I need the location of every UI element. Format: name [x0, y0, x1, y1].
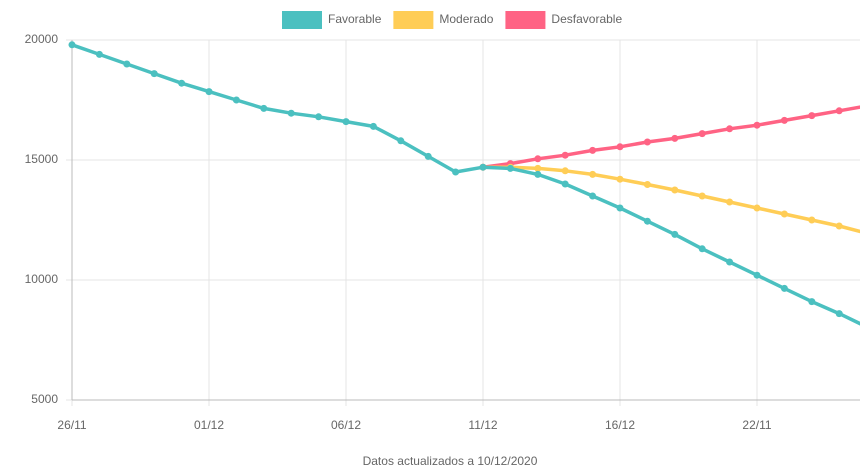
- data-point: [589, 192, 597, 200]
- data-point: [671, 186, 679, 194]
- data-point: [643, 180, 651, 188]
- data-point: [698, 245, 706, 253]
- data-point: [68, 41, 76, 49]
- y-tick-label: 5000: [31, 392, 58, 406]
- data-point: [753, 204, 761, 212]
- data-point: [835, 310, 843, 318]
- data-point: [643, 217, 651, 225]
- data-point: [561, 167, 569, 175]
- data-point: [698, 192, 706, 200]
- data-point: [452, 168, 460, 176]
- data-point: [643, 138, 651, 146]
- data-point: [589, 170, 597, 178]
- data-point: [780, 284, 788, 292]
- data-point: [150, 70, 158, 78]
- data-point: [397, 137, 405, 145]
- x-tick-label: 26/11: [57, 418, 86, 432]
- data-point: [671, 134, 679, 142]
- data-point: [726, 258, 734, 266]
- data-point: [479, 163, 487, 171]
- data-point: [287, 109, 295, 117]
- data-point: [205, 88, 213, 96]
- series-line: [71, 43, 860, 326]
- data-point: [808, 112, 816, 120]
- data-point: [726, 125, 734, 133]
- legend-label: Desfavorable: [551, 12, 622, 26]
- data-point: [369, 122, 377, 130]
- data-point: [726, 198, 734, 206]
- data-point: [424, 152, 432, 160]
- data-point: [123, 60, 131, 68]
- data-point: [342, 118, 350, 126]
- x-tick-label: 11/12: [468, 418, 497, 432]
- data-point: [561, 180, 569, 188]
- data-point: [835, 107, 843, 115]
- data-point: [616, 143, 624, 151]
- x-tick-label: 01/12: [194, 418, 224, 432]
- data-point: [753, 271, 761, 279]
- data-point: [616, 204, 624, 212]
- legend-swatch: [282, 11, 322, 29]
- data-point: [589, 146, 597, 154]
- data-point: [780, 210, 788, 218]
- legend-label: Moderado: [439, 12, 493, 26]
- data-point: [698, 130, 706, 138]
- data-point: [561, 151, 569, 159]
- x-axis-label: Datos actualizados a 10/12/2020: [363, 454, 538, 468]
- data-point: [808, 298, 816, 306]
- data-point: [534, 170, 542, 178]
- y-tick-label: 20000: [25, 32, 59, 46]
- plot-area: [68, 41, 860, 326]
- y-tick-label: 10000: [25, 272, 59, 286]
- legend-label: Favorable: [328, 12, 382, 26]
- data-point: [260, 104, 268, 112]
- data-point: [534, 155, 542, 163]
- legend-swatch: [505, 11, 546, 29]
- x-tick-label: 16/12: [605, 418, 635, 432]
- data-point: [232, 96, 240, 104]
- x-tick-label: 22/11: [742, 418, 771, 432]
- data-point: [808, 216, 816, 224]
- data-point: [671, 230, 679, 238]
- data-point: [835, 222, 843, 230]
- data-point: [534, 164, 542, 172]
- data-point: [95, 50, 103, 58]
- data-point: [753, 121, 761, 129]
- data-point: [616, 175, 624, 183]
- data-point: [315, 113, 323, 121]
- x-tick-label: 06/12: [331, 418, 361, 432]
- data-point: [780, 116, 788, 124]
- legend-swatch: [393, 11, 434, 29]
- data-point: [178, 79, 186, 87]
- y-tick-label: 15000: [25, 152, 59, 166]
- data-point: [506, 164, 514, 172]
